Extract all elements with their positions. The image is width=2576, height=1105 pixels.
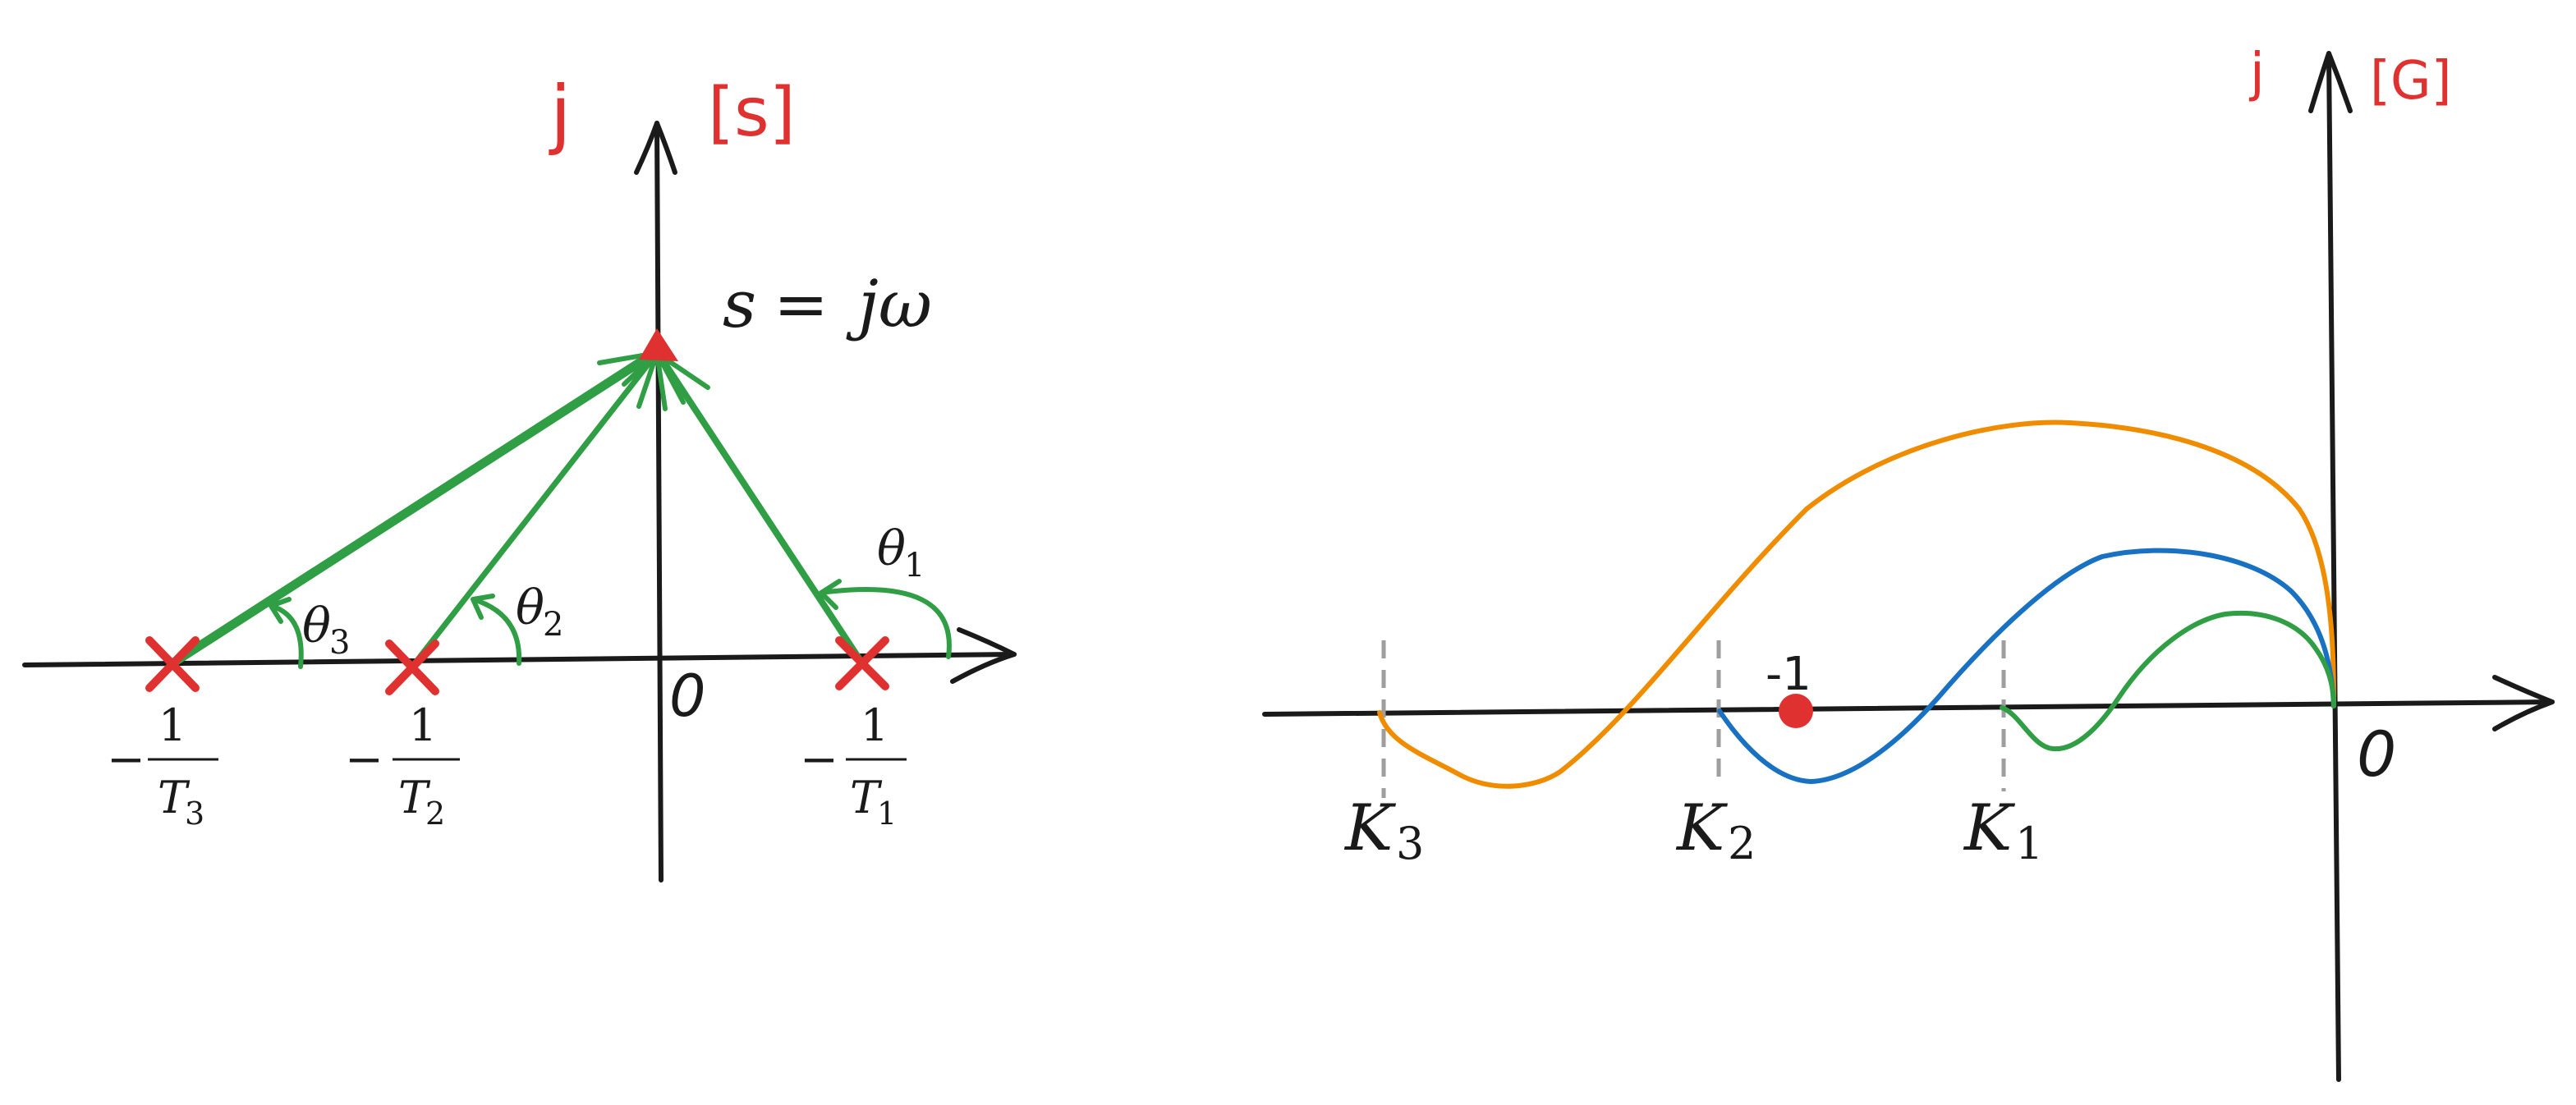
theta-3-label: θ 3	[302, 598, 350, 662]
vector-from-pole-3	[168, 346, 662, 668]
angle-arc-theta-3	[269, 597, 304, 669]
s-plane-panel: j [s] 0 s = jω θ 3 θ	[22, 70, 1017, 883]
g-plane-origin-label: 0	[2357, 718, 2396, 791]
s-plane-imag-axis	[654, 121, 664, 883]
angle-arc-theta-2	[471, 594, 522, 666]
svg-text:1: 1	[409, 699, 437, 751]
svg-text:1: 1	[904, 547, 925, 585]
angle-arc-theta-1	[819, 579, 952, 659]
g-plane-imag-axis-arrowhead	[2308, 51, 2353, 113]
pole-label-1: − 1 T 1	[800, 699, 907, 832]
s-plane-origin-label: 0	[669, 663, 706, 730]
svg-text:−: −	[107, 733, 145, 786]
g-plane-label: [G]	[2370, 51, 2452, 112]
svg-text:3: 3	[329, 624, 350, 662]
pole-marker-2	[385, 640, 439, 695]
g-plane-panel: j [G] 0 -1 K 3 K 2 K 1	[1262, 43, 2555, 1082]
angle-arcs	[269, 579, 952, 669]
pole-marker-1	[835, 636, 889, 690]
k3-label: K 3	[1343, 791, 1424, 869]
s-plane-imag-axis-arrowhead	[634, 121, 677, 175]
critical-point-marker	[1779, 694, 1813, 728]
critical-point-label: -1	[1766, 648, 1811, 701]
svg-text:K: K	[1963, 791, 2016, 865]
svg-text:jω: jω	[846, 266, 932, 342]
g-plane-imag-axis	[2326, 51, 2341, 1082]
svg-text:θ: θ	[877, 520, 906, 576]
g-plane-real-axis	[1262, 699, 2555, 717]
svg-text:2: 2	[425, 796, 445, 832]
svg-text:1: 1	[877, 796, 897, 832]
k2-label: K 2	[1675, 791, 1756, 869]
svg-text:1: 1	[2015, 818, 2043, 869]
pole-vectors	[168, 346, 866, 670]
svg-text:3: 3	[185, 796, 204, 832]
svg-text:=: =	[774, 266, 829, 342]
svg-text:T: T	[850, 772, 883, 823]
svg-text:T: T	[158, 772, 191, 823]
g-plane-imag-axis-label: j	[2248, 43, 2265, 103]
theta-2-label: θ 2	[516, 580, 563, 644]
s-point-marker	[639, 328, 678, 361]
k1-label: K 1	[1963, 791, 2043, 869]
s-plane-imag-axis-label: j	[549, 70, 572, 158]
nyquist-curve-k2	[1717, 548, 2336, 784]
svg-text:s: s	[723, 266, 756, 342]
theta-1-label: θ 1	[877, 520, 925, 585]
svg-text:1: 1	[861, 699, 889, 751]
svg-text:T: T	[398, 772, 431, 823]
pole-marker-3	[145, 636, 200, 692]
svg-text:2: 2	[1728, 818, 1756, 869]
svg-text:K: K	[1343, 791, 1397, 865]
s-plane-real-axis-arrowhead	[950, 627, 1017, 684]
svg-text:1: 1	[158, 699, 186, 751]
nyquist-curve-k1	[2000, 610, 2336, 752]
svg-text:2: 2	[543, 606, 563, 644]
s-equals-jw-label: s = jω	[723, 266, 932, 342]
pole-label-2: − 1 T 2	[345, 699, 460, 832]
vector-from-pole-2	[409, 350, 660, 670]
pole-label-3: − 1 T 3	[107, 699, 218, 832]
nyquist-curve-k3	[1377, 420, 2336, 789]
svg-text:−: −	[800, 733, 838, 786]
svg-text:K: K	[1675, 791, 1729, 865]
svg-text:−: −	[345, 733, 383, 786]
svg-text:3: 3	[1396, 818, 1424, 869]
svg-text:θ: θ	[516, 580, 544, 635]
svg-text:θ: θ	[302, 598, 331, 653]
s-plane-label: [s]	[708, 74, 796, 152]
g-plane-real-axis-arrowhead	[2492, 675, 2555, 731]
vector-from-pole-1	[654, 348, 866, 667]
